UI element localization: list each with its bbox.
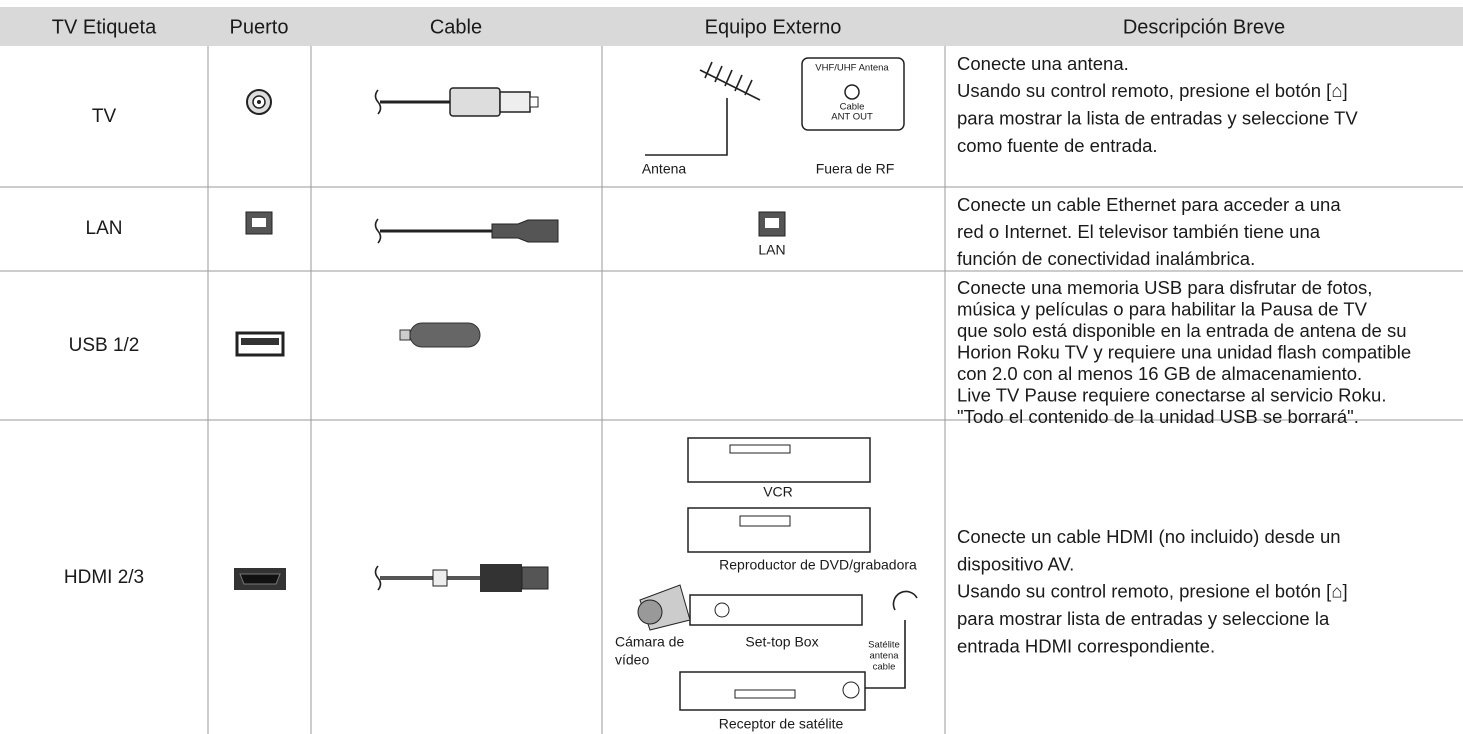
description-line: Usando su control remoto, presione el bo… <box>957 581 1348 602</box>
description-line: para mostrar la lista de entradas y sele… <box>957 107 1358 128</box>
description-line: Conecte un cable Ethernet para acceder a… <box>957 194 1341 215</box>
description-line: como fuente de entrada. <box>957 135 1158 156</box>
description-line: Live TV Pause requiere conectarse al ser… <box>957 384 1386 405</box>
equipment-label: cable <box>873 662 896 673</box>
description-line: Horion Roku TV y requiere una unidad fla… <box>957 341 1411 362</box>
row-label: USB 1/2 <box>69 335 140 356</box>
description-line: Usando su control remoto, presione el bo… <box>957 80 1348 101</box>
equipment-label: Fuera de RF <box>816 161 895 177</box>
header-cell: Descripción Breve <box>1123 16 1285 38</box>
header-cell: Cable <box>430 16 482 38</box>
row-label: HDMI 2/3 <box>64 567 144 588</box>
description-line: para mostrar lista de entradas y selecci… <box>957 608 1330 629</box>
equipment-label: Set-top Box <box>745 634 818 650</box>
cable-icons <box>374 87 559 592</box>
description-line: dispositivo AV. <box>957 553 1074 574</box>
descriptions: Conecte una antena. Usando su control rem… <box>957 53 1411 657</box>
equipment-label: Satélite <box>868 640 900 651</box>
description-line: entrada HDMI correspondiente. <box>957 635 1215 656</box>
description-line: "Todo el contenido de la unidad USB se b… <box>957 406 1359 427</box>
description-line: Conecte una antena. <box>957 53 1129 74</box>
description-line: que solo está disponible en la entrada d… <box>957 320 1406 341</box>
equipment-label: Antena <box>642 161 687 177</box>
equipment-icons <box>637 57 918 711</box>
equipment-label: antena <box>869 651 899 662</box>
equipment-label: LAN <box>758 242 785 258</box>
row-label: LAN <box>86 218 123 239</box>
equipment-label: Cable <box>840 102 865 113</box>
description-line: red o Internet. El televisor también tie… <box>957 221 1321 242</box>
description-line: música y películas o para habilitar la P… <box>957 298 1368 319</box>
equipment-label: ANT OUT <box>831 112 873 123</box>
equipment-label: Cámara de <box>615 634 684 650</box>
port-icons <box>234 89 286 590</box>
equipment-label: Receptor de satélite <box>719 716 844 732</box>
header-band <box>0 7 1463 46</box>
table-rules <box>0 46 1463 734</box>
header-cell: Equipo Externo <box>705 16 842 38</box>
description-line: Conecte un cable HDMI (no incluido) desd… <box>957 526 1341 547</box>
equipment-label: Reproductor de DVD/grabadora <box>719 557 917 573</box>
description-line: con 2.0 con al menos 16 GB de almacenami… <box>957 363 1362 384</box>
header-cell: TV Etiqueta <box>52 16 157 38</box>
equipment-label: VCR <box>763 484 793 500</box>
description-line: función de conectividad inalámbrica. <box>957 248 1255 269</box>
header-cell: Puerto <box>230 16 289 38</box>
equipment-label: vídeo <box>615 652 649 668</box>
row-label: TV <box>92 106 117 127</box>
description-line: Conecte una memoria USB para disfrutar d… <box>957 277 1372 298</box>
equipment-label: VHF/UHF Antena <box>815 63 889 74</box>
